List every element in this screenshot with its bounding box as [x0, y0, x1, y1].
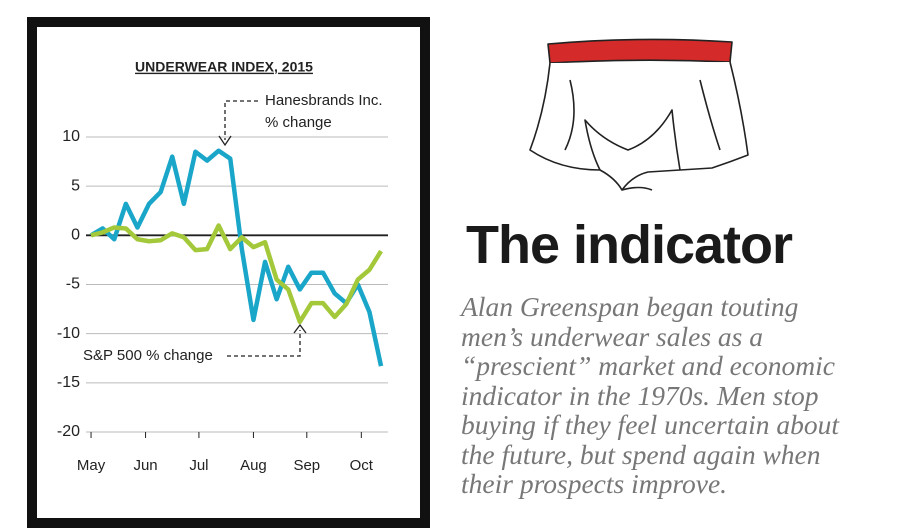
y-tick-label: -15	[57, 374, 80, 391]
body-line: buying if they feel uncertain about	[461, 409, 840, 440]
body-line: men’s underwear sales as a	[461, 320, 763, 352]
body-line: their prospects improve.	[461, 468, 728, 499]
x-tick-label: Jun	[133, 457, 157, 474]
underwear-illustration	[529, 38, 749, 191]
plot: 10 5 0 -5 -10 -15 -20 May Jun Jul Aug Sep Oct	[57, 128, 388, 474]
x-tick-label: Sep	[293, 457, 320, 474]
y-tick-label: -20	[57, 423, 80, 440]
heading: The indicator	[466, 215, 793, 275]
body-line: Alan Greenspan began touting	[461, 291, 799, 322]
annotation: % change	[265, 114, 332, 131]
annotation: S&P 500 % change	[83, 347, 213, 364]
chart-frame	[27, 17, 430, 528]
y-tick-label: -10	[57, 325, 80, 342]
chart-title: UNDERWEAR INDEX, 2015	[135, 59, 313, 75]
annotation-leader	[227, 330, 301, 357]
y-tick-label: 10	[62, 128, 80, 145]
series-line	[89, 148, 384, 367]
body-line: indicator in the 1970s. Men stop	[461, 379, 819, 411]
y-tick-label: 5	[71, 177, 80, 194]
annotation: Hanesbrands Inc.	[265, 92, 383, 109]
annotation-arrow	[293, 323, 307, 334]
annotation-arrow	[218, 135, 232, 147]
y-tick-label: -5	[66, 276, 80, 293]
x-tick-label: Jul	[189, 457, 208, 474]
body-text: Alan Greenspan began touting men’s underw…	[461, 292, 901, 499]
body-line: “prescient” market and economic	[461, 350, 835, 381]
x-tick-label: Oct	[350, 457, 374, 474]
y-tick-label: 0	[71, 227, 80, 244]
annotation-leader	[224, 100, 258, 140]
x-tick-label: May	[77, 457, 106, 474]
x-tick-label: Aug	[240, 457, 267, 474]
series-line	[90, 223, 383, 325]
body-line: the future, but spend again when	[461, 438, 821, 470]
